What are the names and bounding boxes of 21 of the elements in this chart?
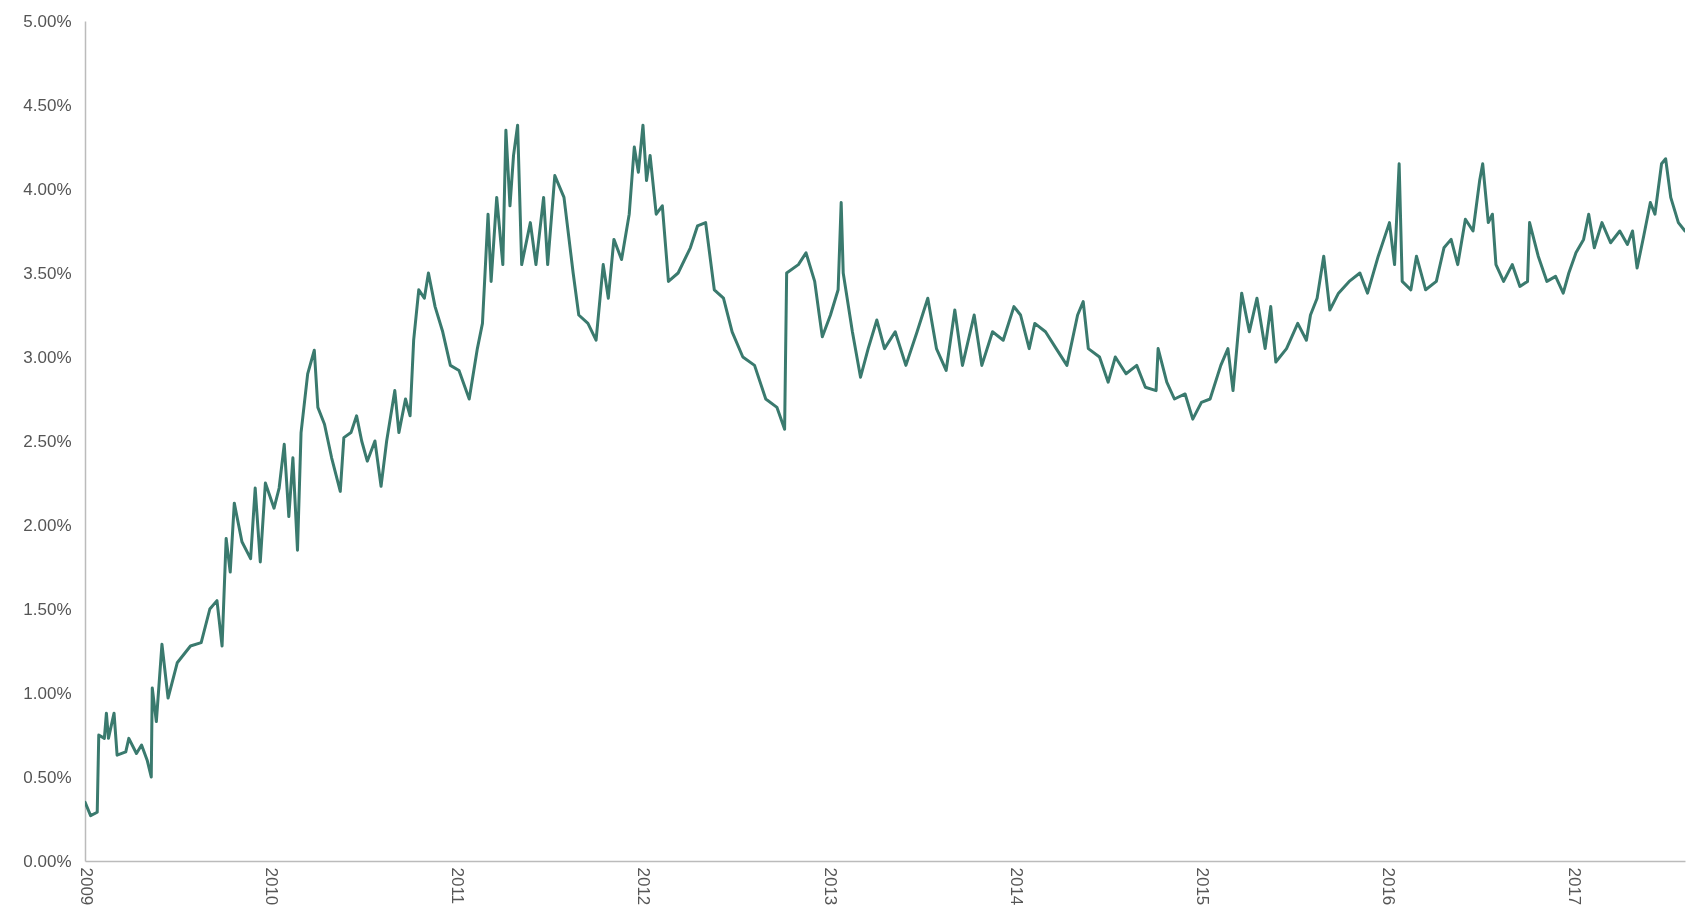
- x-tick-label: 2013: [820, 867, 840, 906]
- y-tick-label: 0.50%: [23, 767, 72, 787]
- x-tick-label: 2014: [1006, 867, 1026, 906]
- y-tick-label: 4.00%: [23, 179, 72, 199]
- y-tick-label: 2.50%: [23, 431, 72, 451]
- x-tick-label: 2011: [448, 867, 468, 905]
- x-tick-label: 2017: [1565, 867, 1585, 906]
- y-tick-label: 5.00%: [23, 11, 72, 31]
- y-tick-label: 1.50%: [23, 599, 72, 619]
- y-tick-label: 0.00%: [23, 851, 72, 871]
- x-tick-label: 2016: [1378, 867, 1398, 906]
- line-series: [85, 123, 1685, 818]
- y-tick-label: 1.00%: [23, 683, 72, 703]
- x-tick-label: 2010: [262, 867, 282, 906]
- x-tick-label: 2012: [634, 867, 654, 906]
- y-tick-label: 3.50%: [23, 263, 72, 283]
- y-tick-label: 4.50%: [23, 95, 72, 115]
- y-tick-label: 3.00%: [23, 347, 72, 367]
- x-tick-label: 2015: [1192, 867, 1212, 906]
- x-tick-label: 2009: [76, 867, 96, 906]
- y-tick-label: 2.00%: [23, 515, 72, 535]
